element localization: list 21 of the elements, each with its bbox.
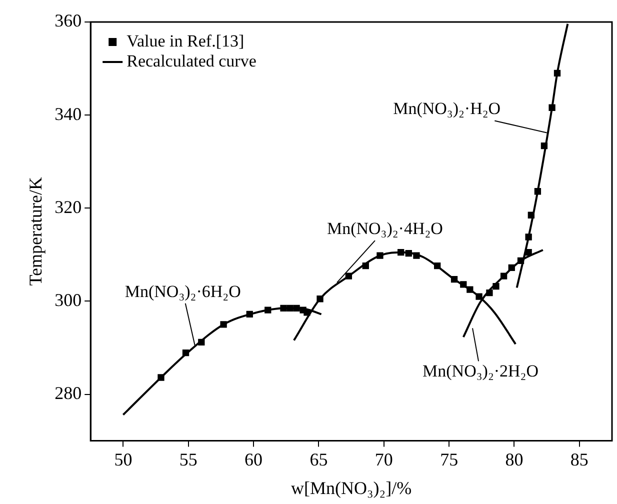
y-axis-title: Temperature/K	[26, 177, 46, 286]
annotation: Mn(NO₃)₂·4H₂O	[326, 219, 443, 238]
y-tick-label: 280	[54, 383, 82, 403]
annotation: Mn(NO₃)₂·2H₂O	[422, 362, 539, 381]
annotation: Mn(NO₃)₂·H₂O	[393, 99, 501, 118]
x-tick-label: 60	[244, 449, 263, 470]
x-tick-label: 70	[374, 449, 393, 470]
y-tick-label: 320	[54, 196, 82, 217]
x-tick-label: 50	[114, 449, 132, 470]
legend-label: Value in Ref.[13]	[126, 31, 244, 50]
x-axis-title: w[Mn(NO₃)₂]/%	[291, 478, 412, 498]
x-tick-label: 55	[179, 449, 198, 470]
annotation: Mn(NO₃)₂·6H₂O	[124, 282, 241, 301]
x-tick-label: 85	[570, 449, 588, 470]
x-tick-label: 75	[440, 449, 458, 470]
x-tick-label: 65	[310, 449, 328, 470]
y-tick-label: 340	[54, 104, 82, 124]
legend-label: Recalculated curve	[126, 51, 256, 70]
y-tick-label: 360	[54, 10, 82, 31]
y-tick-label: 300	[54, 290, 82, 310]
x-tick-label: 80	[505, 449, 524, 470]
